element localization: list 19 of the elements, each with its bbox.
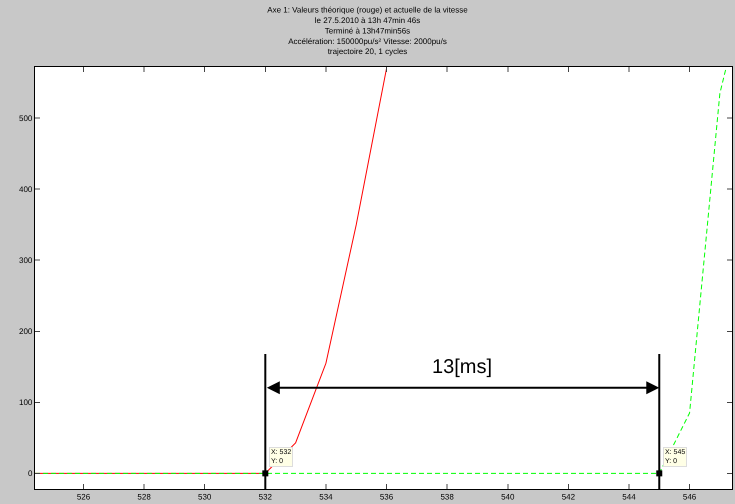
x-tick-label: 540 — [501, 492, 515, 502]
x-tick-label: 536 — [380, 492, 394, 502]
x-tick-label: 542 — [562, 492, 576, 502]
x-tick-label: 526 — [76, 492, 91, 502]
x-tick-label: 534 — [319, 492, 334, 502]
y-tick-label: 300 — [19, 256, 33, 266]
x-tick-label: 544 — [622, 492, 636, 502]
y-tick-label: 100 — [19, 398, 33, 408]
x-tick-label: 532 — [258, 492, 273, 502]
x-tick-label: 546 — [682, 492, 697, 502]
annotation: 13[ms] — [432, 356, 492, 378]
x-tick-label: 538 — [440, 492, 454, 502]
y-tick-label: 200 — [19, 327, 33, 336]
x-tick-label: 530 — [198, 492, 212, 502]
y-tick-label: 500 — [19, 114, 33, 123]
chart-title: Axe 1: Valeurs théorique (rouge) et actuelle de la vitesse le 27.5.2010 à 13h 47min 46s Terminé à 13h47min56s Accélération: 150000pu/s² Vitesse: 2000pu/s trajectoire 20, 1 cycles — [267, 6, 468, 56]
y-tick-label: 400 — [19, 185, 33, 194]
x-tick-label: 528 — [137, 492, 152, 502]
y-tick-label: 0 — [28, 469, 33, 478]
